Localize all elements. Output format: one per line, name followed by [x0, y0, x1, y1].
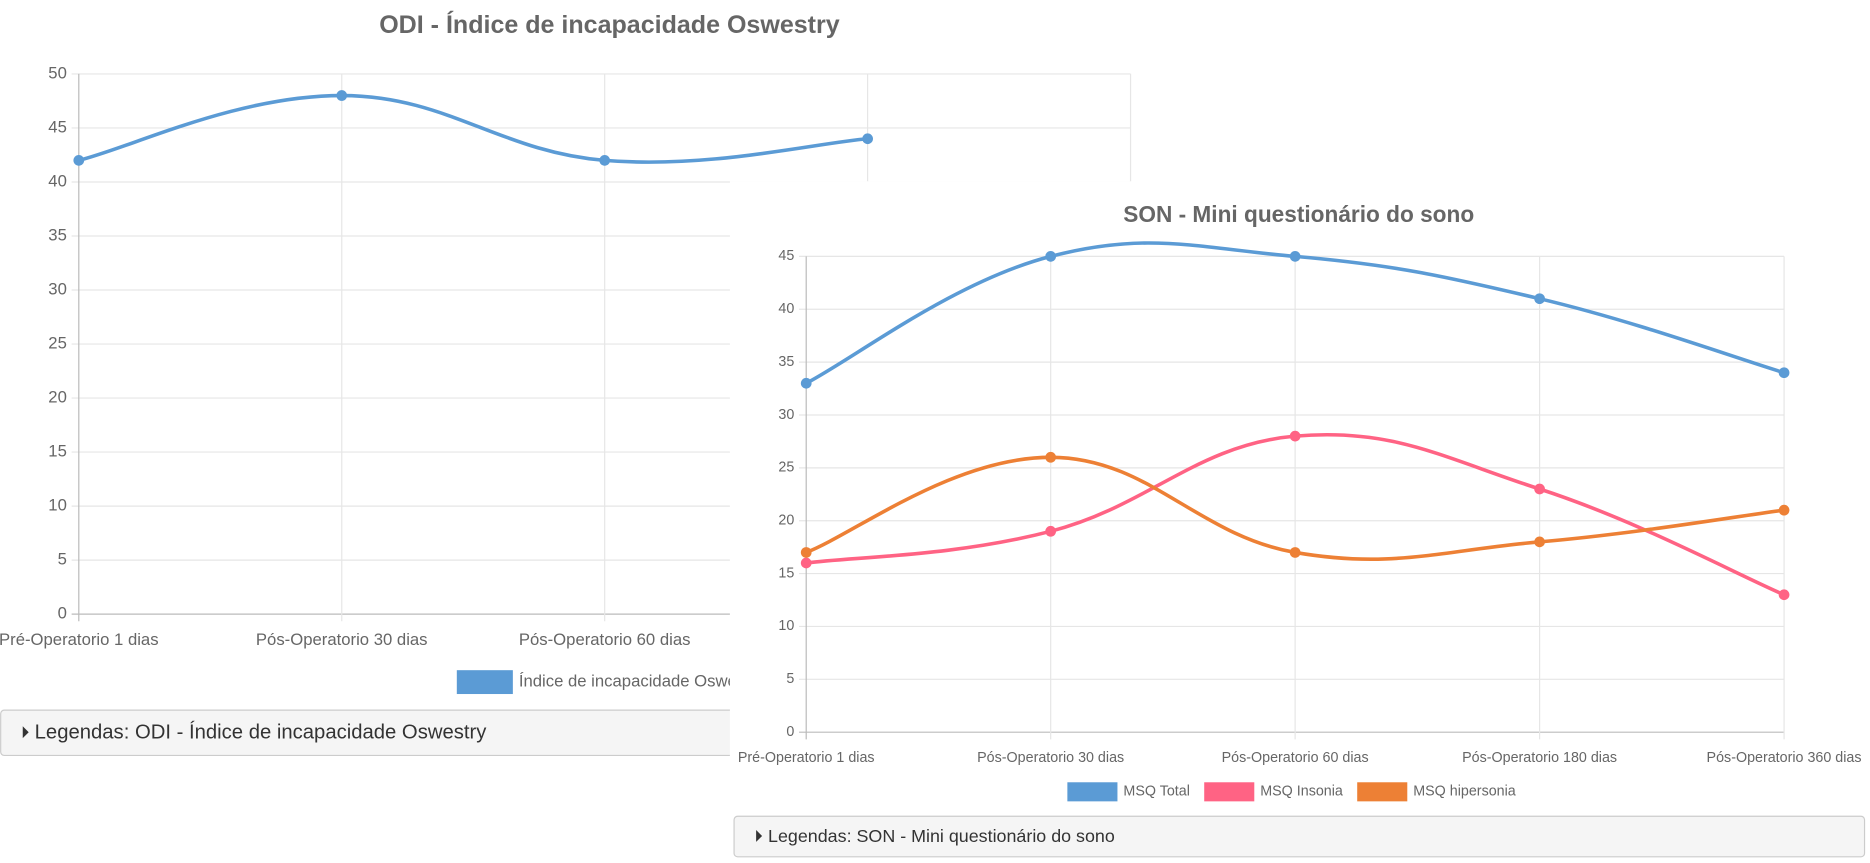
y-tick-label: 40	[778, 301, 794, 317]
x-tick-label: Pós-Operatorio 30 dias	[977, 750, 1124, 766]
legend-swatch	[1357, 782, 1408, 802]
x-tick-label: Pós-Operatorio 60 dias	[519, 630, 691, 649]
data-point	[862, 133, 873, 145]
y-tick-label: 35	[48, 225, 67, 244]
y-tick-label: 10	[778, 618, 794, 634]
chart-panel	[729, 181, 1870, 859]
y-tick-label: 50	[48, 63, 67, 82]
y-tick-label: 0	[58, 604, 67, 623]
x-tick-label: Pré-Operatorio 1 dias	[0, 630, 159, 649]
data-point	[1778, 367, 1790, 379]
toggle-box	[733, 815, 1866, 858]
legend-toggle[interactable]: Legendas: SON - Mini questionário do son…	[733, 815, 1866, 858]
legend-label[interactable]: Índice de incapacidade Oswestry	[519, 672, 765, 691]
x-tick-label: Pós-Operatorio 360 dias	[1707, 750, 1862, 766]
data-point	[599, 155, 611, 166]
toggle-label[interactable]: Legendas: ODI - Índice de incapacidade O…	[35, 721, 488, 744]
y-tick-label: 25	[48, 333, 67, 352]
x-tick-label: Pós-Operatorio 60 dias	[1222, 750, 1369, 766]
legend-label[interactable]: MSQ Total	[1123, 784, 1189, 800]
data-point	[1534, 483, 1545, 495]
y-tick-label: 5	[58, 550, 67, 569]
y-tick-label: 40	[48, 171, 67, 190]
y-tick-label: 5	[786, 671, 794, 687]
data-point	[800, 377, 812, 389]
toggle-label[interactable]: Legendas: SON - Mini questionário do son…	[768, 826, 1115, 846]
data-point	[1289, 547, 1301, 558]
legend-label[interactable]: MSQ hipersonia	[1413, 784, 1516, 800]
series-line	[78, 93, 868, 164]
y-tick-label: 20	[778, 513, 794, 529]
legend-swatch	[456, 670, 513, 695]
y-tick-label: 10	[48, 496, 67, 515]
data-point	[1289, 251, 1301, 262]
data-point	[1534, 293, 1545, 305]
x-tick-label: Pós-Operatorio 180 dias	[1462, 750, 1617, 766]
data-point	[73, 155, 85, 166]
y-tick-label: 45	[778, 248, 794, 264]
y-tick-label: 15	[778, 565, 794, 581]
chart-title: ODI - Índice de incapacidade Oswestry	[379, 10, 840, 39]
data-point	[1534, 536, 1545, 548]
chart-title: SON - Mini questionário do sono	[1123, 201, 1474, 227]
chart: SON - Mini questionário do sono 0 5 10 15 20 2…	[729, 181, 1870, 859]
series-line	[805, 455, 1785, 561]
x-tick-label: Pós-Operatorio 30 dias	[256, 630, 428, 649]
data-point	[1289, 430, 1301, 442]
data-point	[1045, 251, 1057, 262]
data-point	[1778, 589, 1790, 601]
data-point	[336, 90, 348, 101]
y-tick-label: 45	[48, 117, 67, 136]
y-tick-label: 30	[48, 279, 67, 298]
legend-swatch	[1204, 782, 1255, 802]
data-point	[1045, 451, 1057, 463]
data-point	[1045, 525, 1057, 537]
y-tick-label: 15	[48, 441, 67, 460]
y-tick-label: 20	[48, 387, 67, 406]
data-point	[800, 557, 812, 569]
x-tick-label: Pré-Operatorio 1 dias	[738, 750, 875, 766]
legend-label[interactable]: MSQ Insonia	[1260, 784, 1343, 800]
y-tick-label: 35	[778, 354, 794, 370]
y-tick-label: 30	[778, 407, 794, 423]
y-tick-label: 25	[778, 460, 794, 476]
toggle-caret	[22, 726, 29, 739]
data-point	[800, 547, 812, 558]
y-tick-label: 0	[786, 724, 794, 740]
legend-swatch	[1067, 782, 1118, 802]
data-point	[1778, 504, 1790, 516]
toggle-caret	[756, 829, 763, 842]
